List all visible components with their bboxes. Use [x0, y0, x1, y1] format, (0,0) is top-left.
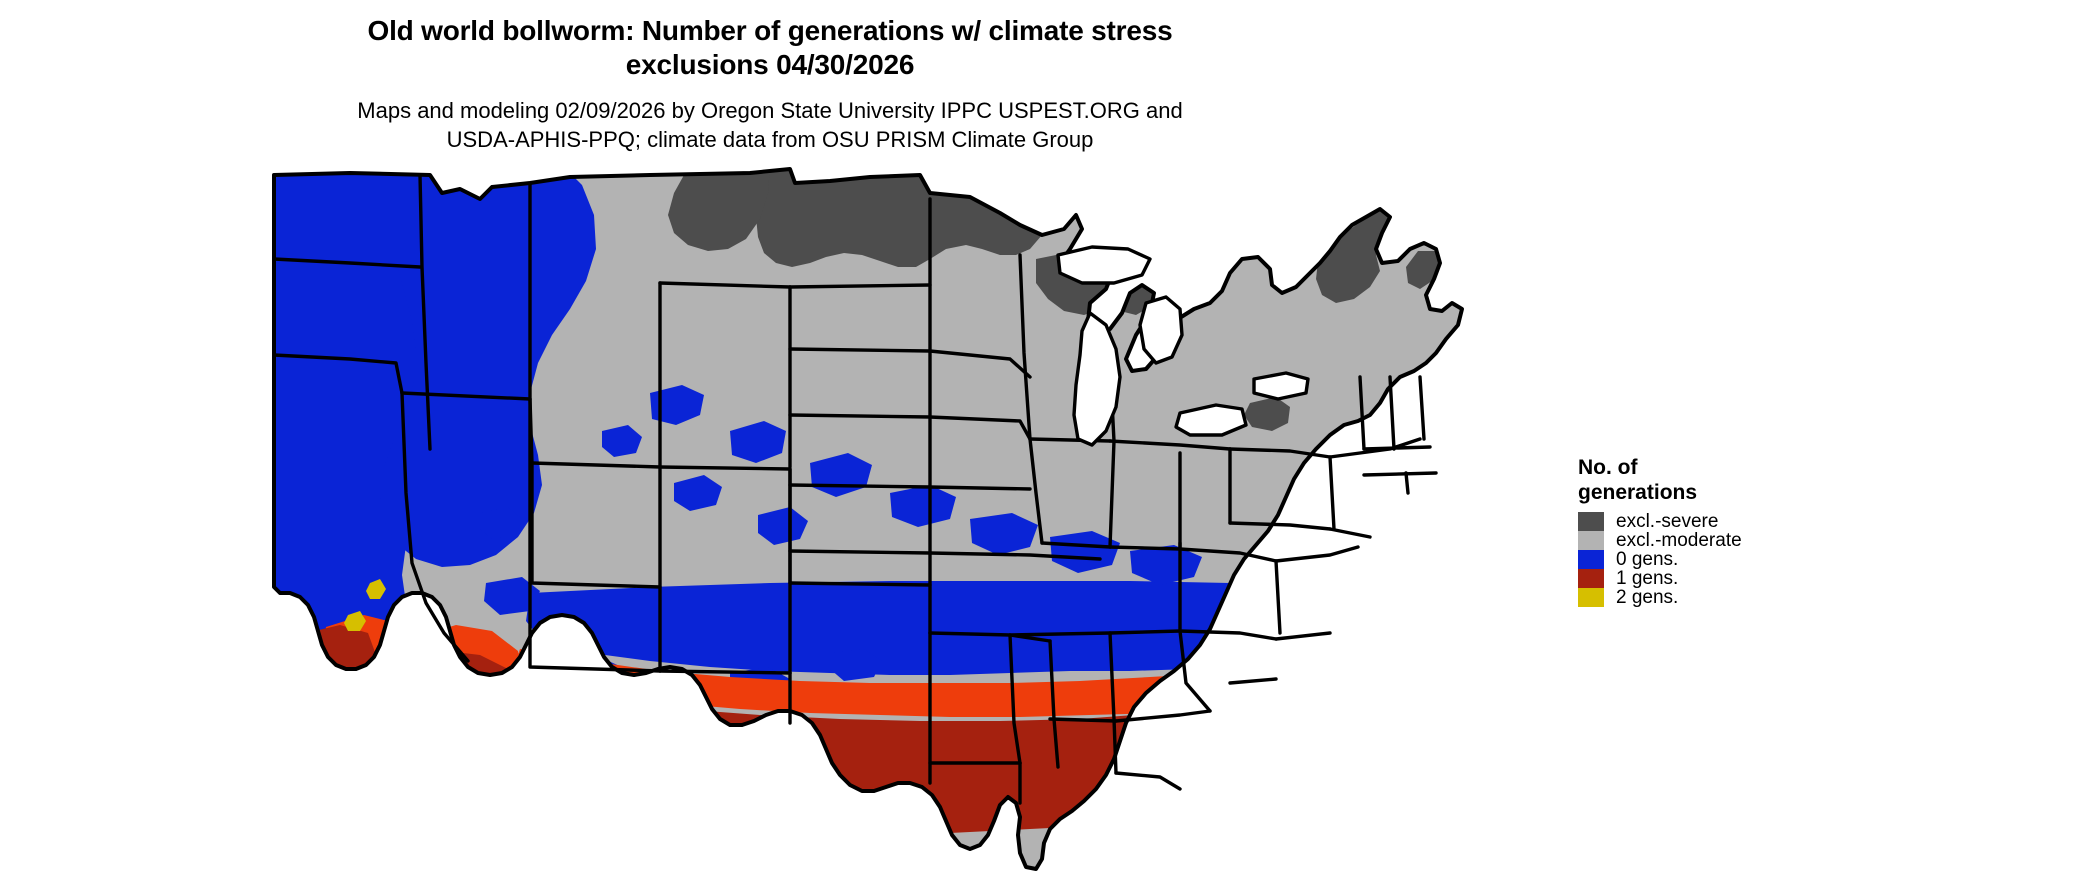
legend-title: No. of generations [1578, 455, 1838, 505]
us-climate-map [230, 163, 1550, 883]
map-boundaries [272, 167, 1464, 871]
legend-swatch [1578, 531, 1604, 550]
legend-row: excl.-moderate [1578, 531, 1838, 550]
legend-swatch [1578, 569, 1604, 588]
legend-items: excl.-severe excl.-moderate 0 gens. 1 gens.… [1578, 512, 1838, 607]
state-borders-south [788, 541, 1332, 805]
climate-raster-layer [274, 169, 1462, 869]
legend-swatch [1578, 588, 1604, 607]
page-title-line-1: Old world bollworm: Number of generation… [367, 15, 1173, 46]
class-area-excl-severe [668, 169, 1440, 431]
legend-swatch [1578, 512, 1604, 531]
state-borders-west [272, 173, 932, 675]
legend-label: 1 gens. [1616, 568, 1679, 589]
lake-michigan [1072, 311, 1122, 447]
legend-row: 2 gens. [1578, 588, 1838, 607]
legend-row: 1 gens. [1578, 569, 1838, 588]
legend-label: 2 gens. [1616, 587, 1679, 608]
legend-title-line-2: generations [1578, 481, 1698, 504]
legend: No. of generations excl.-severe excl.-mod… [1578, 455, 1838, 607]
page-subtitle: Maps and modeling 02/09/2026 by Oregon S… [0, 96, 1540, 154]
state-borders-northeast [1228, 375, 1438, 563]
page-title-line-2: exclusions 04/30/2026 [625, 49, 915, 80]
header: Old world bollworm: Number of generation… [0, 14, 1540, 154]
us-map-svg [272, 167, 1464, 871]
lake-superior [1056, 245, 1152, 285]
lake-erie [1174, 403, 1248, 437]
legend-label: 0 gens. [1616, 549, 1679, 570]
legend-row: 0 gens. [1578, 550, 1838, 569]
page-subtitle-line-2: USDA-APHIS-PPQ; climate data from OSU PR… [446, 127, 1094, 152]
great-lakes [1056, 245, 1310, 447]
legend-title-line-1: No. of [1578, 456, 1638, 479]
legend-row: excl.-severe [1578, 512, 1838, 531]
page-title: Old world bollworm: Number of generation… [0, 14, 1540, 82]
lake-ontario [1252, 371, 1310, 401]
lake-huron [1138, 295, 1184, 365]
legend-label: excl.-severe [1616, 511, 1719, 532]
page-subtitle-line-1: Maps and modeling 02/09/2026 by Oregon S… [357, 98, 1183, 123]
legend-label: excl.-moderate [1616, 530, 1742, 551]
legend-swatch [1578, 550, 1604, 569]
